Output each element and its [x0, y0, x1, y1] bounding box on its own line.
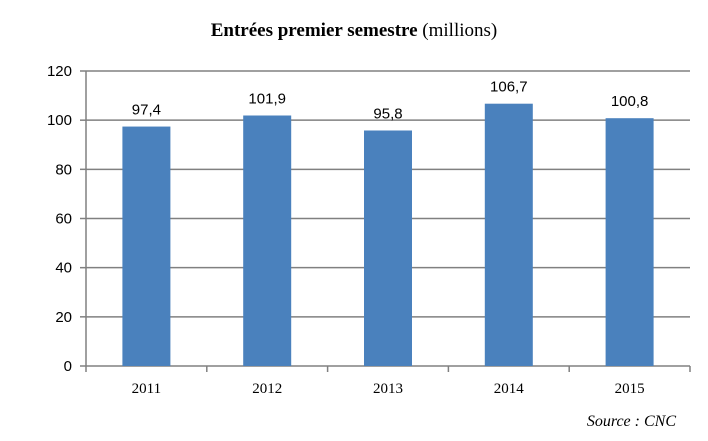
- data-label-2012: 101,9: [248, 90, 286, 107]
- x-tick-label-2012: 2012: [252, 381, 282, 397]
- y-tick-label: 100: [47, 112, 72, 129]
- y-tick-label: 80: [55, 161, 72, 178]
- bar-2011: [122, 126, 171, 366]
- x-tick-label-2013: 2013: [373, 381, 403, 397]
- bar-2012: [243, 115, 292, 366]
- bar-2013: [364, 130, 412, 366]
- x-tick-label-2015: 2015: [615, 381, 645, 397]
- data-label-2011: 97,4: [132, 102, 161, 119]
- data-label-2013: 95,8: [373, 105, 402, 122]
- y-tick-label: 20: [55, 309, 72, 326]
- chart-title-main: Entrées premier semestre: [210, 20, 418, 41]
- data-label-2015: 100,8: [611, 93, 649, 110]
- x-tick-label-2014: 2014: [494, 381, 525, 397]
- x-tick-label-2011: 2011: [132, 381, 161, 397]
- data-label-2014: 106,7: [490, 79, 528, 96]
- source-note: Source : CNC: [586, 413, 676, 430]
- y-tick-label: 120: [47, 63, 72, 80]
- chart-title-unit: (millions): [422, 20, 498, 41]
- bar-2015: [605, 118, 654, 366]
- chart-title: Entrées premier semestre (millions): [0, 20, 708, 42]
- y-tick-label: 40: [55, 260, 72, 277]
- y-tick-label: 60: [55, 211, 72, 228]
- bar-2014: [484, 103, 533, 366]
- y-tick-label: 0: [64, 358, 72, 375]
